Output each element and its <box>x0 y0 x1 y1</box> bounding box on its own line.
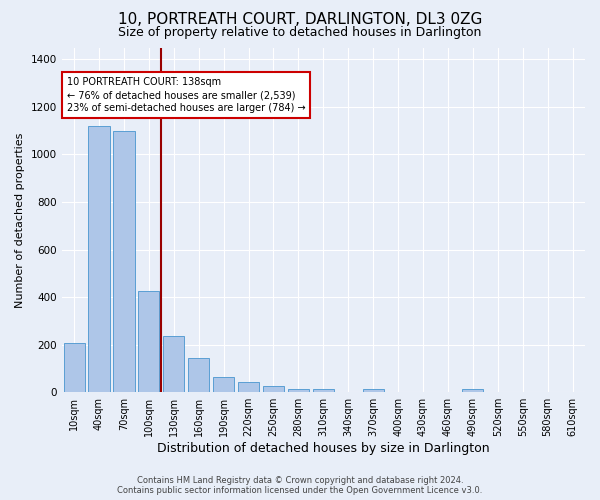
Text: Size of property relative to detached houses in Darlington: Size of property relative to detached ho… <box>118 26 482 39</box>
Bar <box>188 358 209 392</box>
X-axis label: Distribution of detached houses by size in Darlington: Distribution of detached houses by size … <box>157 442 490 455</box>
Bar <box>362 388 384 392</box>
Bar <box>263 386 284 392</box>
Bar <box>138 291 160 392</box>
Bar <box>163 336 184 392</box>
Bar <box>64 344 85 392</box>
Bar <box>213 377 234 392</box>
Bar <box>462 388 484 392</box>
Bar <box>288 388 309 392</box>
Bar <box>88 126 110 392</box>
Bar <box>238 382 259 392</box>
Text: Contains HM Land Registry data © Crown copyright and database right 2024.
Contai: Contains HM Land Registry data © Crown c… <box>118 476 482 495</box>
Bar <box>313 388 334 392</box>
Bar <box>113 130 134 392</box>
Text: 10 PORTREATH COURT: 138sqm
← 76% of detached houses are smaller (2,539)
23% of s: 10 PORTREATH COURT: 138sqm ← 76% of deta… <box>67 77 305 113</box>
Y-axis label: Number of detached properties: Number of detached properties <box>15 132 25 308</box>
Text: 10, PORTREATH COURT, DARLINGTON, DL3 0ZG: 10, PORTREATH COURT, DARLINGTON, DL3 0ZG <box>118 12 482 28</box>
